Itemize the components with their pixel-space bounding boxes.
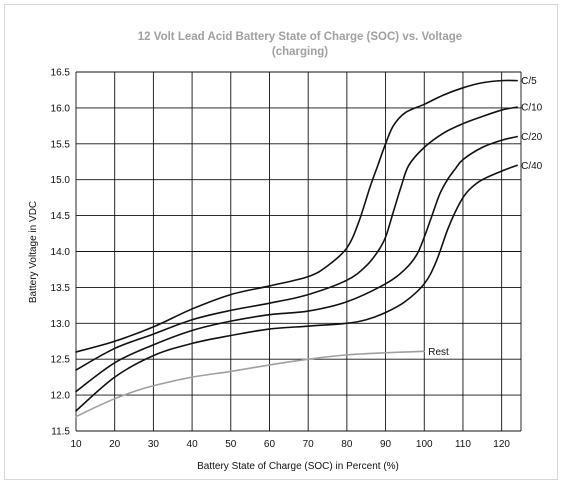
y-tick-label: 11.5 xyxy=(51,427,70,438)
y-tick-label: 16.5 xyxy=(51,68,71,79)
y-tick-label: 13.5 xyxy=(51,283,71,294)
series-line-c-5 xyxy=(75,79,518,353)
x-tick-label: 50 xyxy=(225,439,237,450)
y-tick-label: 15.0 xyxy=(51,175,71,186)
series-line-c-40 xyxy=(75,164,518,412)
chart-title: 12 Volt Lead Acid Battery State of Charg… xyxy=(138,31,462,43)
x-tick-label: 100 xyxy=(416,439,433,450)
y-tick-label: 12.0 xyxy=(51,391,71,402)
x-tick-label: 30 xyxy=(148,439,160,450)
series-label-c-40: C/40 xyxy=(521,161,543,172)
series-line-c-20 xyxy=(75,135,518,393)
y-tick-label: 14.5 xyxy=(51,211,71,222)
x-tick-label: 40 xyxy=(187,439,199,450)
series-label-c-20: C/20 xyxy=(521,132,543,143)
series-label-c-5: C/5 xyxy=(521,76,537,87)
y-tick-label: 12.5 xyxy=(51,355,71,366)
series-lines xyxy=(75,79,518,418)
y-tick-label: 14.0 xyxy=(51,247,71,258)
y-tick-label: 15.5 xyxy=(51,139,71,150)
chart-subtitle: (charging) xyxy=(272,46,328,58)
series-line-c-10 xyxy=(75,106,518,371)
tick-labels: 11.5 12.0 12.5 13.0 13.5 14.0 14.5 15.0 15.5 16.0… xyxy=(51,68,511,451)
x-tick-label: 90 xyxy=(380,439,392,450)
x-tick-label: 60 xyxy=(264,439,276,450)
series-label-rest: Rest xyxy=(428,347,449,358)
chart-frame xyxy=(4,4,558,480)
x-tick-label: 80 xyxy=(341,439,353,450)
x-tick-label: 20 xyxy=(109,439,121,450)
y-tick-label: 13.0 xyxy=(51,319,71,330)
y-tick-label: 16.0 xyxy=(51,103,71,114)
x-tick-label: 70 xyxy=(303,439,315,450)
x-tick-label: 110 xyxy=(455,439,471,450)
x-tick-label: 120 xyxy=(493,439,510,450)
x-axis-label: Battery State of Charge (SOC) in Percent… xyxy=(197,461,399,472)
series-label-c-10: C/10 xyxy=(521,103,543,114)
series-labels: C/5 C/10 C/20 C/40 Rest xyxy=(428,76,542,358)
series-line-rest xyxy=(75,350,426,418)
grid xyxy=(75,71,522,432)
y-axis-label: Battery Voltage in VDC xyxy=(28,201,39,303)
x-tick-label: 10 xyxy=(70,439,82,450)
